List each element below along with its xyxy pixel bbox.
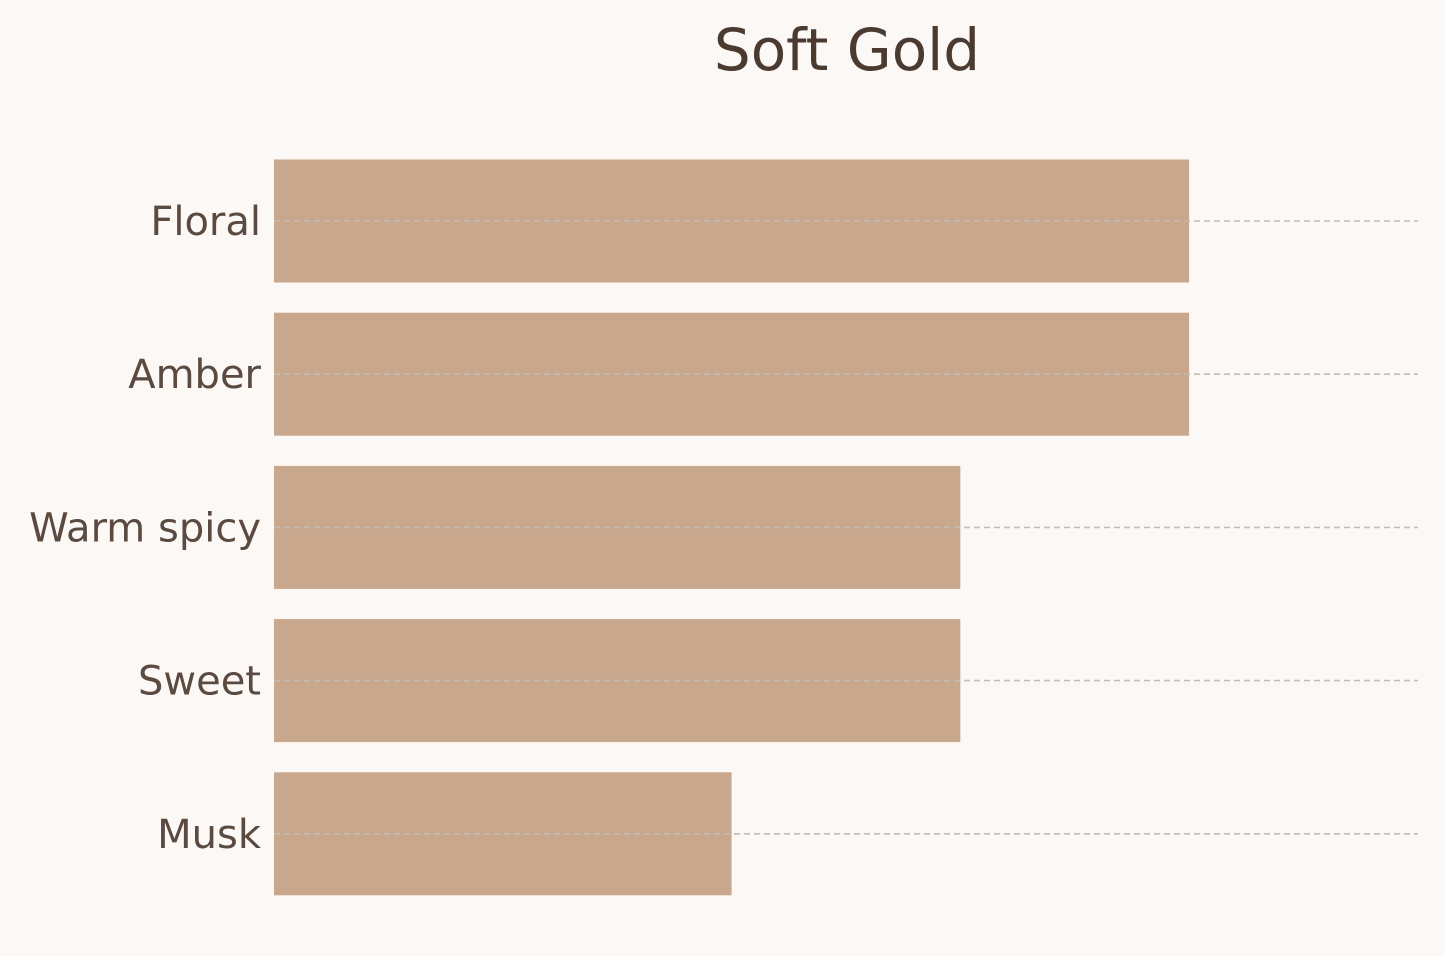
category-label-amber: Amber xyxy=(128,352,261,398)
category-label-warm-spicy: Warm spicy xyxy=(29,505,261,551)
chart-title: Soft Gold xyxy=(714,16,980,84)
category-label-musk: Musk xyxy=(157,812,262,858)
bar-floral xyxy=(274,159,1190,283)
bar-amber xyxy=(274,312,1190,436)
category-labels: Floral Amber Warm spicy Sweet Musk xyxy=(29,199,262,858)
grid-lines xyxy=(274,220,1418,835)
category-label-sweet: Sweet xyxy=(138,659,261,705)
category-label-floral: Floral xyxy=(150,199,261,245)
bar-musk xyxy=(274,772,732,896)
